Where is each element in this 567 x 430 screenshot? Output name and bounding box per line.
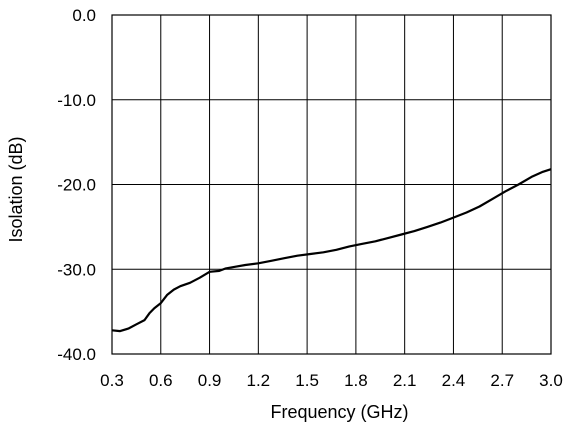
x-tick-label: 2.1: [393, 371, 417, 390]
y-tick-label: -20.0: [57, 176, 96, 195]
x-tick-label: 1.2: [247, 371, 271, 390]
y-tick-label: -40.0: [57, 345, 96, 364]
x-tick-label: 2.4: [442, 371, 466, 390]
x-tick-label: 0.9: [198, 371, 222, 390]
x-tick-label: 3.0: [539, 371, 563, 390]
y-tick-label: -10.0: [57, 91, 96, 110]
grid-layer: [111, 14, 552, 355]
plot-frame: [111, 14, 552, 355]
x-tick-label: 1.8: [344, 371, 368, 390]
x-tick-labels: 0.3 0.6 0.9 1.2 1.5 1.8 2.1 2.4 2.7 3.0: [100, 371, 563, 390]
y-tick-label: 0.0: [72, 6, 96, 25]
series-layer: [111, 168, 552, 333]
x-tick-label: 2.7: [490, 371, 514, 390]
x-axis-title: Frequency (GHz): [270, 402, 408, 422]
y-tick-labels: 0.0 -10.0 -20.0 -30.0 -40.0: [57, 6, 96, 364]
x-tick-label: 0.6: [149, 371, 173, 390]
y-axis-title: Isolation (dB): [6, 136, 26, 242]
y-tick-label: -30.0: [57, 260, 96, 279]
x-tick-label: 1.5: [295, 371, 319, 390]
series-line: [111, 168, 552, 333]
x-tick-label: 0.3: [100, 371, 124, 390]
